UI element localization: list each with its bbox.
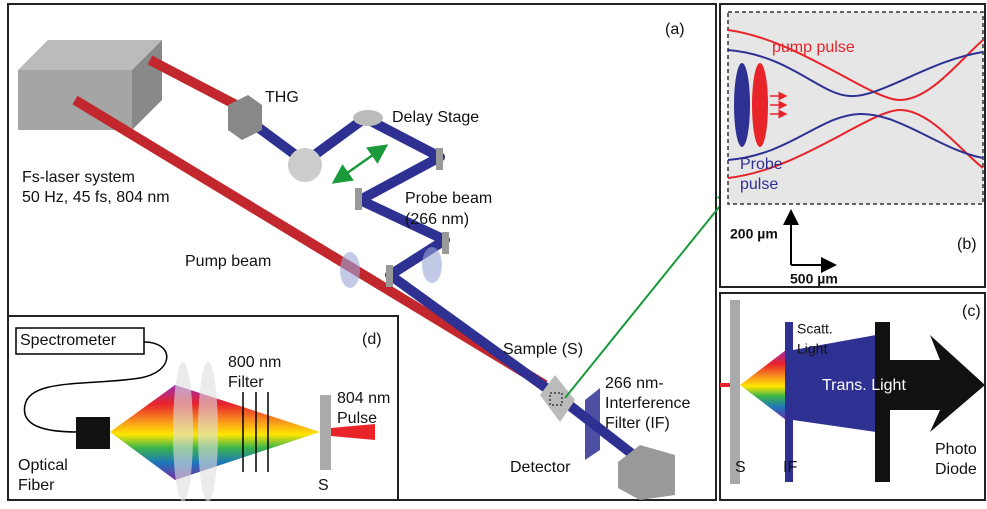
panel-label: (b) <box>957 236 977 253</box>
label: 266 nm- <box>605 375 664 392</box>
panel-c: (c) Scatt. Light Trans. Light S IF Photo… <box>720 293 985 500</box>
scale-label: 500 µm <box>790 271 838 287</box>
label: IF <box>783 459 797 476</box>
panel-label: (d) <box>362 331 382 348</box>
label: Delay Stage <box>392 109 479 126</box>
label: 50 Hz, 45 fs, 804 nm <box>22 189 170 206</box>
label: Probe beam <box>405 190 492 207</box>
label: pulse <box>740 176 778 193</box>
label: pump pulse <box>772 39 855 56</box>
label: Probe <box>740 156 783 173</box>
label: Detector <box>510 459 571 476</box>
label: S <box>735 459 746 476</box>
label: 804 nm <box>337 390 390 407</box>
panel-b: pump pulse Probe pulse (b) 200 µm 500 µm <box>720 4 985 287</box>
label: Spectrometer <box>20 332 117 349</box>
label: Diode <box>935 461 977 478</box>
label: Light <box>797 341 827 357</box>
label: Fs-laser system <box>22 169 135 186</box>
label: Scatt. <box>797 321 833 337</box>
label: Pulse <box>337 410 377 427</box>
label: THG <box>265 89 299 106</box>
label: Interference <box>605 395 690 412</box>
figure: (a) THG Delay Stage Fs-laser system 50 H… <box>0 0 987 504</box>
label: Sample (S) <box>503 341 583 358</box>
label: S <box>318 477 329 494</box>
label: Fiber <box>18 477 55 494</box>
panel-label: (c) <box>962 303 981 320</box>
label: 800 nm <box>228 354 281 371</box>
panel-label: (a) <box>665 21 685 38</box>
label: Filter (IF) <box>605 415 670 432</box>
label: Filter <box>228 374 264 391</box>
label: (266 nm) <box>405 211 469 228</box>
label: Photo <box>935 441 977 458</box>
label: Pump beam <box>185 253 271 270</box>
label: Trans. Light <box>822 377 906 394</box>
label: Optical <box>18 457 68 474</box>
panel-d: (d) Spectrometer 800 nm Filter 804 nm Pu… <box>8 316 398 502</box>
scale-label: 200 µm <box>730 226 778 242</box>
